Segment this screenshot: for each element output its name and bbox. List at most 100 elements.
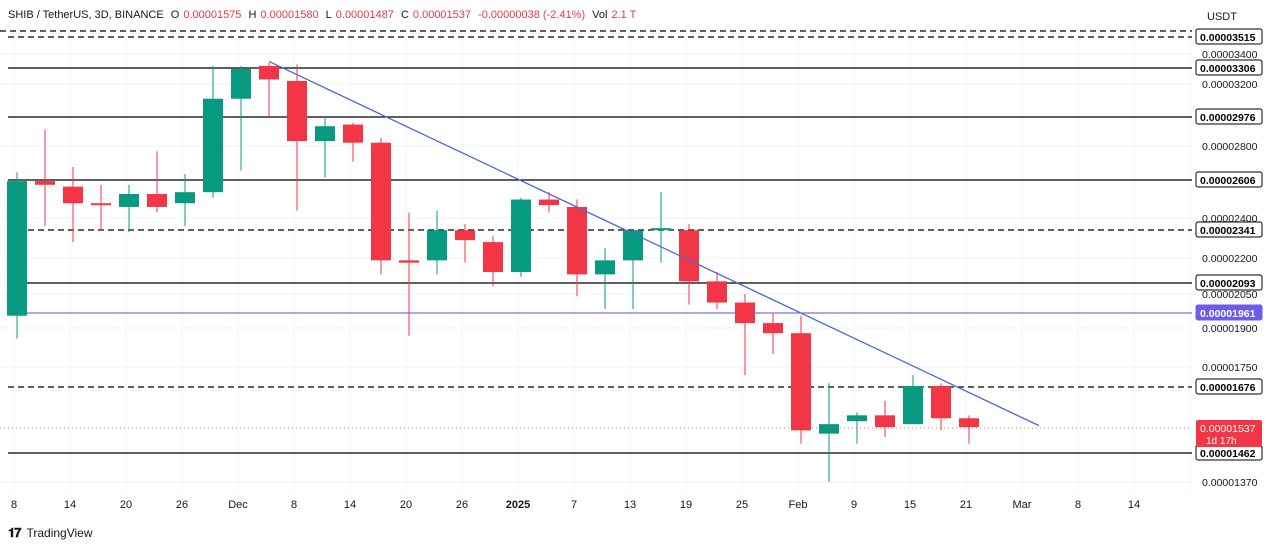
price-axis-unit[interactable]: USDT [1207,11,1237,23]
trendline [268,60,1040,427]
level-price-label: 0.00002606 [1200,175,1256,187]
y-tick-label: 0.00001750 [1202,362,1258,374]
candle-body [203,98,223,193]
change-value: -0.00000038 (-2.41%) [478,9,586,21]
candle-body [707,281,727,303]
close-label: C [400,9,409,21]
x-tick-label: 15 [904,499,916,511]
level-price-label: 0.00001676 [1200,382,1256,394]
x-tick-label: 26 [456,499,468,511]
high-label: H [248,9,257,21]
current-price-label-box [1196,420,1262,447]
candle-body [791,333,811,431]
candle-body [91,203,111,206]
candle-body [819,424,839,434]
level-price-label-box [1195,274,1263,291]
candle-body [315,126,335,142]
x-tick-label: 25 [736,499,748,511]
volume-label: Vol [592,9,608,21]
x-tick-label: 26 [176,499,188,511]
candle-body [903,385,923,425]
y-tick-label: 0.00002200 [1202,253,1258,265]
open-value: 0.00001575 [183,9,242,21]
candle-body [287,80,307,142]
symbol-label[interactable]: SHIB / TetherUS, 3D, BINANCE [8,9,164,21]
level-price-label-box [1195,378,1263,395]
x-tick-label: 20 [400,499,412,511]
chart-header: SHIB / TetherUS, 3D, BINANCE O 0.00001575… [8,9,640,21]
candle-body [147,194,167,207]
y-tick-label: 0.00002800 [1202,141,1258,153]
current-price-label: 0.00001537 [1200,423,1256,435]
x-tick-label: 8 [11,499,17,511]
candle-body [483,242,503,273]
candle-body [623,230,643,261]
volume-value: 2.1 T [611,9,637,21]
candle-body [595,260,615,275]
candle-body [539,199,559,206]
level-price-label: 0.00002976 [1200,112,1256,124]
x-tick-label: Mar [1013,499,1032,511]
low-label: L [325,9,332,21]
candle-body [735,302,755,324]
x-tick-label: 7 [571,499,577,511]
level-price-label-box [1195,221,1263,238]
candle-body [763,323,783,334]
level-price-label-box [1195,108,1263,125]
x-tick-label: 14 [1128,499,1140,511]
candle-body [651,228,671,231]
y-tick-label: 0.00003200 [1202,79,1258,91]
candle-body [259,65,279,80]
candle-body [679,230,699,282]
x-tick-label: 14 [344,499,356,511]
high-value: 0.00001580 [260,9,319,21]
y-tick-label: 0.00002050 [1202,289,1258,301]
level-price-label-box [1195,304,1263,321]
y-tick-label: 0.00003400 [1202,49,1258,61]
candle-body [35,181,55,185]
candle-body [959,418,979,428]
countdown-label: 1d 17h [1206,436,1237,447]
level-price-label-box [1195,59,1263,76]
candle-body [875,415,895,428]
level-price-label-box [1195,171,1263,188]
x-tick-label: 14 [64,499,76,511]
candle-body [455,230,475,241]
level-price-label: 0.00003306 [1200,63,1256,75]
candle-body [567,206,587,275]
candle-body [63,186,83,204]
x-tick-label: 9 [851,499,857,511]
y-tick-label: 0.00001370 [1202,477,1258,489]
candle-body [399,260,419,263]
x-tick-label: Dec [228,499,248,511]
level-price-label: 0.00001462 [1200,448,1256,460]
level-price-label: 0.00002093 [1200,278,1256,290]
x-tick-label: 19 [680,499,692,511]
x-tick-label: 13 [624,499,636,511]
y-tick-label: 0.00001900 [1202,323,1258,335]
candle-body [847,415,867,422]
level-price-label-box [1195,28,1263,45]
tradingview-brand[interactable]: 𝟏𝟕 TradingView [8,525,93,541]
x-tick-label: 2025 [506,499,530,511]
brand-label: TradingView [26,526,93,540]
tradingview-logo-icon: 𝟏𝟕 [8,525,22,540]
candle-body [371,142,391,261]
candle-body [343,124,363,143]
candle-body [511,199,531,273]
candle-body [427,230,447,261]
level-price-label: 0.00003515 [1200,32,1256,44]
close-value: 0.00001537 [412,9,472,21]
level-price-label: 0.00002341 [1200,225,1256,237]
candle-body [931,385,951,419]
x-tick-label: 8 [291,499,297,511]
low-value: 0.00001487 [335,9,394,21]
candle-body [231,68,251,99]
x-tick-label: 21 [960,499,972,511]
x-tick-label: Feb [789,499,808,511]
x-tick-label: 20 [120,499,132,511]
candle-body [175,192,195,204]
x-tick-label: 8 [1075,499,1081,511]
level-price-label: 0.00001961 [1200,308,1256,320]
